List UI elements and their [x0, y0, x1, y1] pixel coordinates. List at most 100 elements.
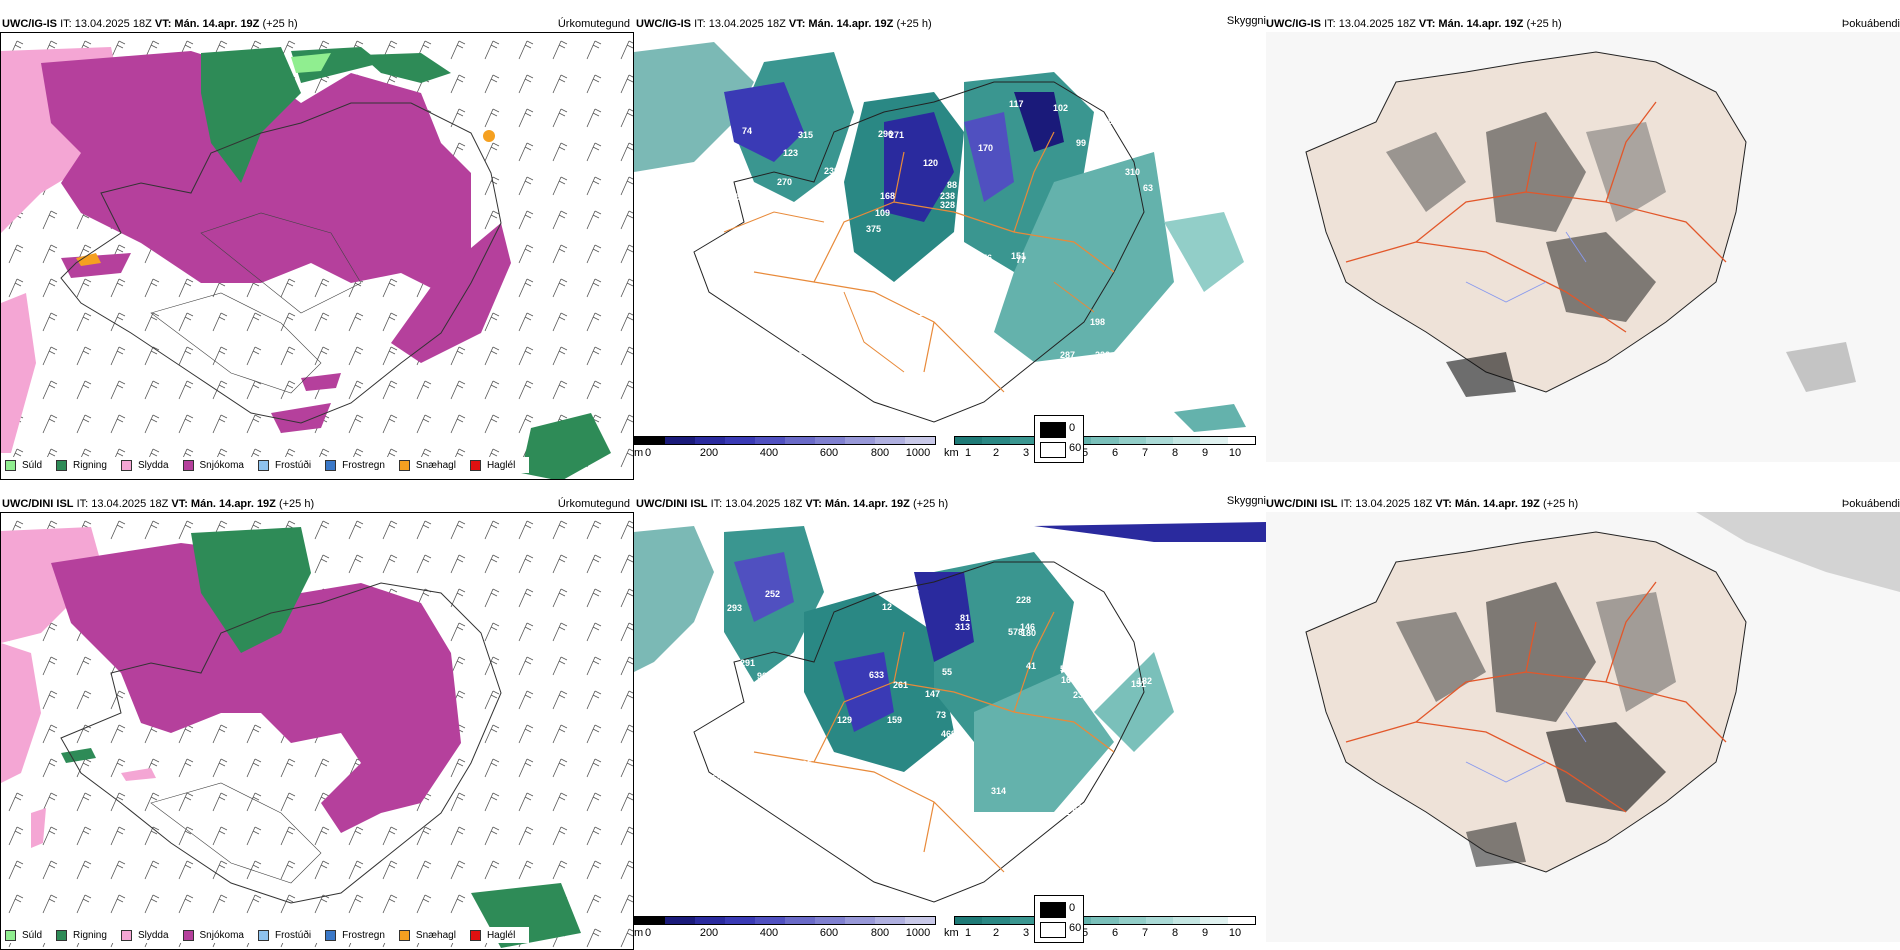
ceiling-value-label: 271: [889, 130, 904, 140]
visibility-map-bottom: 307 228 151 159 469 80 293 578 158 313 147 278 101 12…: [634, 512, 1266, 912]
ceiling-value-label: 964: [717, 337, 732, 347]
visibility-tick: 9: [1201, 447, 1209, 459]
ceiling-value-label: 198: [1090, 317, 1105, 327]
ceiling-value-label: 32: [1073, 818, 1083, 828]
ceiling-value-label: 256: [721, 356, 736, 366]
visibility-tick: 2: [992, 927, 1000, 939]
legend-item: Frostregn: [325, 459, 385, 471]
legend-swatch: [182, 929, 194, 941]
legend-swatch: [325, 459, 337, 471]
precip-type-map-top: Súld Rigning Slydda Snjókoma Frostúði Fr…: [0, 32, 634, 480]
ceiling-value-label: 41: [710, 166, 720, 176]
legend-item: Slydda: [120, 929, 169, 941]
precip-map-svg: [1, 33, 633, 479]
colorbar-segment: [875, 437, 905, 444]
ceiling-value-label: 127: [1065, 807, 1080, 817]
legend-swatch: [398, 459, 410, 471]
ceiling-value-label: 151: [1011, 251, 1026, 261]
ceiling-tick: 400: [759, 927, 779, 939]
legend-label: Slydda: [137, 929, 169, 941]
ceiling-tick: 1000: [905, 927, 931, 939]
panel-header-top-middle: UWC/IG-IS IT: 13.04.2025 18Z VT: Mán. 14…: [636, 17, 932, 31]
legend-item: Snjókoma: [182, 459, 244, 471]
ceiling-value-label: 63: [1143, 183, 1153, 193]
visibility-tick: 7: [1141, 447, 1149, 459]
precip-legend-top: Súld Rigning Slydda Snjókoma Frostúði Fr…: [5, 457, 530, 473]
legend-item: Snæhagl: [398, 459, 456, 471]
colorbar-segment: [845, 437, 875, 444]
colorbar-segment: [905, 437, 935, 444]
legend-label: Snæhagl: [415, 929, 456, 941]
visibility-map-top: 222 547 280 375 170 260 296 120 84 79 964 309 271 88 7…: [634, 32, 1266, 432]
lead-time: (+25 h): [1542, 498, 1579, 510]
ceiling-value-label: 699: [712, 773, 727, 783]
precip-type-panel-bottom: UWC/DINI ISL IT: 13.04.2025 18Z VT: Mán.…: [0, 494, 634, 950]
fog-map-svg: [1266, 512, 1900, 942]
legend-item: Snjókoma: [182, 929, 244, 941]
visibility-tick: 7: [1141, 927, 1149, 939]
legend-swatch: [56, 929, 68, 941]
ceiling-value-label: 159: [887, 715, 902, 725]
ceiling-tick: 200: [699, 927, 719, 939]
ceiling-value-label: 280: [1103, 116, 1118, 126]
visibility-tick: 10: [1228, 927, 1242, 939]
ceiling-value-label: 168: [880, 191, 895, 201]
ceiling-value-label: 74: [742, 126, 752, 136]
legend-swatch: [5, 459, 16, 471]
ceiling-value-label: 101: [836, 571, 851, 581]
visibility-tick: 3: [1022, 447, 1030, 459]
ceiling-value-label: 278: [742, 838, 757, 848]
ceiling-value-label: 239: [824, 166, 839, 176]
visibility-colorbar-swatches: [954, 436, 1256, 445]
model-name: UWC/DINI ISL: [2, 498, 74, 510]
visibility-unit: km: [944, 927, 959, 939]
ceiling-value-label: 110: [918, 308, 933, 318]
ceiling-value-label: 112: [749, 702, 764, 712]
fog-legend-swatch: [1040, 922, 1066, 938]
ceiling-value-label: 93: [1139, 771, 1149, 781]
fog-map-svg: [1266, 32, 1900, 462]
precip-map-svg: [1, 513, 633, 949]
lead-time: (+25 h): [1526, 18, 1562, 30]
valid-time: VT: Mán. 14.apr. 19Z: [1435, 498, 1540, 510]
ceiling-tick: 1000: [905, 447, 931, 459]
visibility-unit: km: [944, 447, 959, 459]
ceiling-value-label: 182: [1137, 676, 1152, 686]
legend-label: Rigning: [73, 929, 107, 941]
ceiling-value-label: 105: [805, 205, 820, 215]
colorbar-segment: [755, 917, 785, 924]
ceiling-tick: 600: [819, 447, 839, 459]
colorbar-segment: [635, 437, 665, 444]
visibility-colorbar-bottom: km 1 2 3 4 5 6 7 8 9 10: [944, 916, 1256, 942]
ceiling-value-label: 58: [756, 370, 766, 380]
ceiling-colorbar-top: m 0 200 400 600 800 1000: [634, 436, 936, 462]
init-time: IT: 13.04.2025 18Z: [694, 18, 786, 30]
ceiling-value-label: 206: [973, 320, 988, 330]
panel-header-top-right: UWC/IG-IS IT: 13.04.2025 18Z VT: Mán. 14…: [1266, 17, 1562, 31]
visibility-tick: 10: [1228, 447, 1242, 459]
ceiling-value-label: 151: [1131, 679, 1146, 689]
colorbar-segment: [1009, 917, 1037, 924]
model-name: UWC/DINI ISL: [1266, 498, 1338, 510]
legend-swatch: [325, 929, 337, 941]
colorbar-segment: [1173, 437, 1201, 444]
ceiling-value-label: 228: [1016, 595, 1031, 605]
fog-legend-value: 0: [1069, 422, 1076, 434]
fog-legend-bottom: 0 60: [1034, 895, 1084, 943]
precip-type-map-bottom: Súld Rigning Slydda Snjókoma Frostúði Fr…: [0, 512, 634, 950]
fog-legend-value: 60: [1069, 922, 1082, 934]
ceiling-value-label: 313: [955, 622, 970, 632]
ceiling-tick: 600: [819, 927, 839, 939]
ceiling-value-label: 222: [1095, 350, 1110, 360]
legend-label: Súld: [22, 459, 43, 471]
ceiling-value-label: 222: [1096, 677, 1111, 687]
colorbar-segment: [1227, 437, 1255, 444]
panel-header-bottom-right: UWC/DINI ISL IT: 13.04.2025 18Z VT: Mán.…: [1266, 497, 1578, 511]
model-name: UWC/IG-IS: [636, 18, 691, 30]
ceiling-value-label: 236: [926, 366, 941, 376]
ceiling-value-label: 53: [1060, 664, 1070, 674]
ceiling-value-label: 23: [1073, 690, 1083, 700]
colorbar-segment: [1091, 917, 1119, 924]
init-time: IT: 13.04.2025 18Z: [76, 498, 169, 510]
lead-time: (+25 h): [278, 498, 315, 510]
